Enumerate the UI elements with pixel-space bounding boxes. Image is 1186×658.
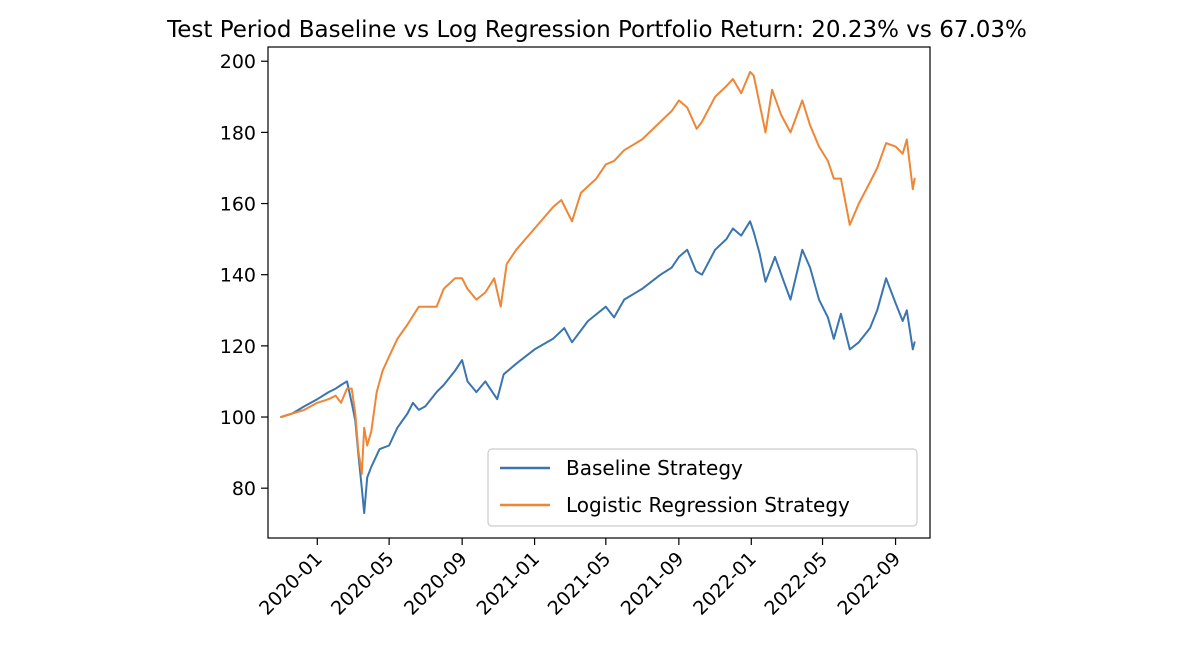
y-tick-label: 180 [220,122,256,144]
series-layer [280,70,916,515]
y-axis: 80 100 120 140 160 180 200 [220,51,268,500]
x-tick-label: 2022-09 [833,548,905,620]
series-line-baseline [280,220,916,515]
x-tick-label: 2020-01 [255,548,327,620]
legend-label: Logistic Regression Strategy [566,493,850,517]
x-tick-label: 2020-09 [400,548,472,620]
legend-label: Baseline Strategy [566,456,743,480]
y-tick-label: 140 [220,265,256,287]
x-tick-label: 2021-09 [617,548,689,620]
x-tick-label: 2022-01 [689,548,761,620]
legend: Baseline Strategy Logistic Regression Str… [487,448,918,527]
x-axis: 2020-01 2020-05 2020-09 2021-01 2021-05 2021-… [255,538,905,620]
x-tick-label: 2021-01 [472,548,544,620]
x-tick-label: 2021-05 [544,548,616,620]
x-tick-label: 2020-05 [327,548,399,620]
plot-area-frame [267,46,931,539]
y-tick-label: 120 [220,336,256,358]
y-tick-label: 100 [220,407,256,429]
x-tick-label: 2022-05 [760,548,832,620]
legend-box [487,448,918,527]
series-line-logistic-regression [280,70,916,475]
y-tick-label: 200 [220,51,256,73]
chart-title: Test Period Baseline vs Log Regression P… [166,17,1027,43]
y-tick-label: 80 [232,478,256,500]
y-tick-label: 160 [220,194,256,216]
